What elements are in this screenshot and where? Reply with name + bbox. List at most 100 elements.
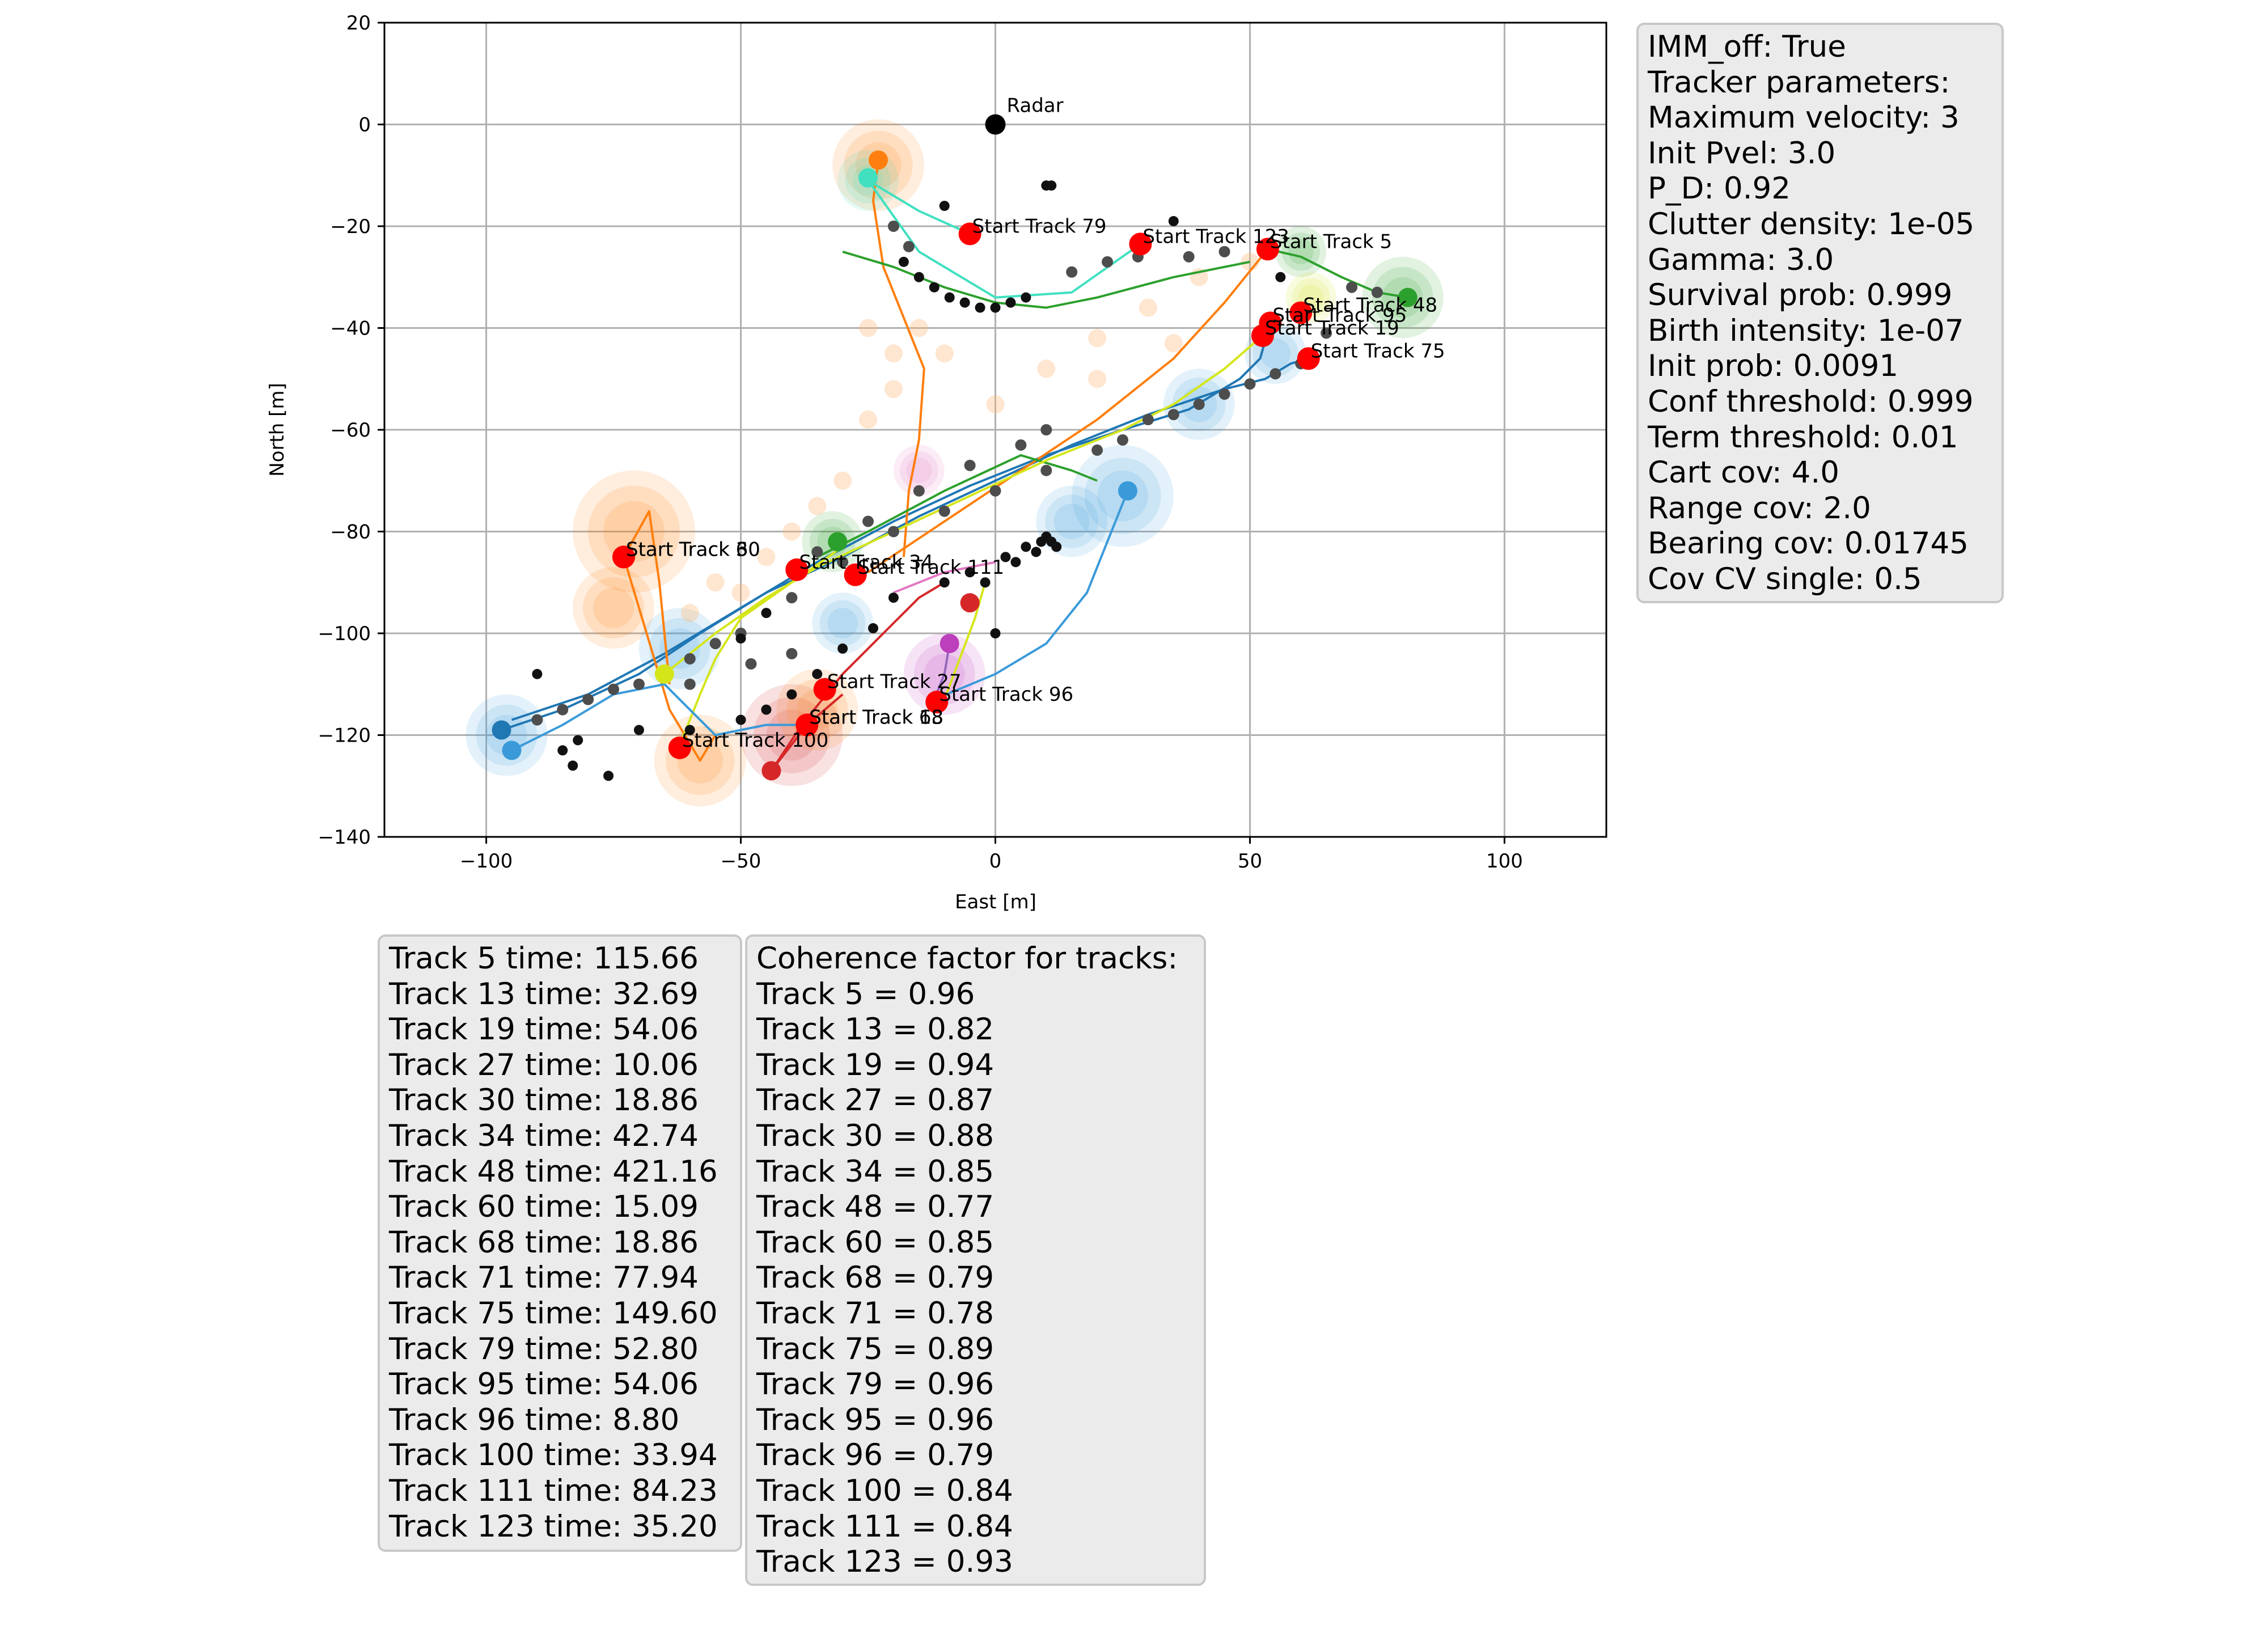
axis-ticks: −100 −50 0 50 100 20 0 −20 −40 −60 −80 −100 −120 −140: [318, 12, 1523, 873]
measurement-point: [868, 623, 878, 634]
track-line: [872, 160, 925, 557]
measurement-point: [1244, 378, 1256, 390]
grid: [384, 22, 1606, 838]
measurement-point: [887, 526, 899, 538]
coherence-factor-box: Coherence factor for tracks: Track 5 = 0.…: [745, 934, 1206, 1586]
measurement-point: [1321, 327, 1332, 339]
parameter-line: Term threshold: 0.01: [1648, 420, 1958, 455]
measurement-point: [735, 714, 746, 725]
measurement-point: [1040, 464, 1052, 476]
start-track-label: Start Track 111: [858, 556, 1005, 579]
measurement-point: [964, 459, 976, 471]
track-endpoint: [761, 761, 781, 781]
start-track-label: Start Track 123: [1143, 225, 1289, 248]
measurement-point: [568, 760, 578, 771]
start-track-marker: [925, 691, 949, 714]
parameter-line: Range cov: 2.0: [1648, 490, 1871, 526]
track-time-line: Track 60 time: 15.09: [389, 1190, 699, 1225]
measurement-point: [684, 678, 696, 690]
old-measurement: [884, 344, 903, 363]
parameter-line: Gamma: 3.0: [1648, 242, 1834, 277]
coherence-line: Track 60 = 0.85: [756, 1225, 995, 1260]
point-labels: Start Track 79 Start Track 123 Start Track…: [626, 95, 1445, 752]
old-measurement: [986, 395, 1005, 414]
uncertainty-region: [1275, 226, 1327, 277]
measurement-point: [1142, 414, 1154, 426]
parameter-line: Survival prob: 0.999: [1648, 278, 1953, 313]
measurement-point: [608, 683, 620, 695]
old-measurement: [1037, 359, 1056, 378]
track-time-line: Track 13 time: 32.69: [389, 976, 699, 1012]
track-time-line: Track 123 time: 35.20: [389, 1509, 718, 1544]
measurement-point: [1270, 368, 1281, 380]
start-track-marker: [1256, 238, 1279, 261]
measurement-point: [1102, 256, 1114, 268]
coherence-line: Track 111 = 0.84: [756, 1509, 1013, 1544]
uncertainty-region: [1288, 239, 1314, 265]
start-track-marker: [1297, 347, 1320, 370]
track-time-line: Track 100 time: 33.94: [389, 1438, 718, 1473]
coherence-line: Track 34 = 0.85: [756, 1154, 995, 1189]
measurement-point: [939, 577, 950, 588]
track-endpoint: [828, 532, 848, 552]
measurement-point: [989, 485, 1001, 497]
measurement-point: [913, 272, 924, 282]
y-tick-label: −120: [318, 725, 371, 747]
track-endpoint: [940, 633, 959, 653]
x-tick-label: −50: [721, 850, 761, 873]
measurement-point: [1066, 266, 1078, 278]
coherence-line: Track 100 = 0.84: [756, 1473, 1013, 1508]
start-track-label: Start Track 48: [1303, 294, 1437, 317]
old-measurement: [833, 471, 852, 490]
old-measurement: [884, 380, 903, 399]
start-track-label: Start Track 34: [799, 551, 933, 574]
measurement-point: [761, 704, 772, 715]
old-measurement: [782, 522, 801, 541]
measurement-point: [913, 485, 925, 497]
parameter-line: Tracker parameters:: [1648, 65, 1950, 100]
measurement-point: [603, 771, 614, 781]
measurement-point: [812, 668, 823, 679]
radar-label: Radar: [1007, 95, 1064, 117]
measurement-point: [573, 735, 583, 746]
track-line: [770, 581, 945, 772]
measurement-point: [990, 628, 1001, 638]
start-track-label: Start Track 95: [1272, 304, 1407, 327]
measurement-point: [735, 633, 746, 644]
old-measurement: [731, 583, 750, 602]
coherence-line: Coherence factor for tracks:: [756, 941, 1178, 976]
old-measurement: [1088, 370, 1107, 388]
parameter-line: Cov CV single: 0.5: [1648, 561, 1922, 596]
start-track-label: Start Track 13: [809, 706, 943, 729]
measurement-point: [786, 592, 798, 604]
tracker-parameters-box: IMM_off: True Tracker parameters: Maximum …: [1636, 23, 2004, 603]
measurement-point: [684, 653, 696, 665]
measurement-point: [1218, 388, 1230, 400]
measurement-point: [786, 648, 798, 659]
measurement-point: [980, 577, 991, 588]
track-endpoint: [868, 150, 888, 170]
start-track-label: Start Track 79: [972, 215, 1107, 238]
y-tick-label: −100: [318, 623, 371, 645]
measurement-point: [633, 725, 644, 735]
start-track-label: Start Track 75: [1311, 340, 1445, 362]
measurement-point: [903, 240, 915, 252]
start-track-marker: [813, 678, 836, 701]
measurement-point: [898, 256, 909, 267]
measurement-point: [531, 714, 543, 726]
track-line: [867, 179, 1141, 299]
measurement-point: [939, 201, 950, 211]
track-time-line: Track 5 time: 115.66: [389, 941, 699, 976]
x-tick-label: 0: [989, 850, 1002, 873]
track-time-line: Track 30 time: 18.86: [389, 1083, 699, 1118]
track-line: [511, 683, 807, 752]
uncertainty-region: [776, 668, 858, 751]
track-line: [867, 248, 1269, 573]
start-track-marker: [958, 222, 981, 246]
y-tick-label: −20: [330, 215, 371, 238]
old-measurement: [1164, 334, 1183, 353]
track-time-line: Track 95 time: 54.06: [389, 1367, 699, 1402]
track-line: [816, 454, 1098, 558]
x-axis-label: East [m]: [955, 891, 1036, 913]
measurement-point: [1046, 180, 1057, 191]
